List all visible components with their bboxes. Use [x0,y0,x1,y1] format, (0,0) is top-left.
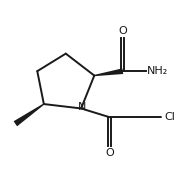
Polygon shape [14,104,44,126]
Text: O: O [105,148,114,158]
Text: NH₂: NH₂ [147,66,168,76]
Polygon shape [94,68,123,76]
Text: N: N [78,102,86,112]
Text: Cl: Cl [165,112,175,122]
Text: O: O [118,26,127,36]
